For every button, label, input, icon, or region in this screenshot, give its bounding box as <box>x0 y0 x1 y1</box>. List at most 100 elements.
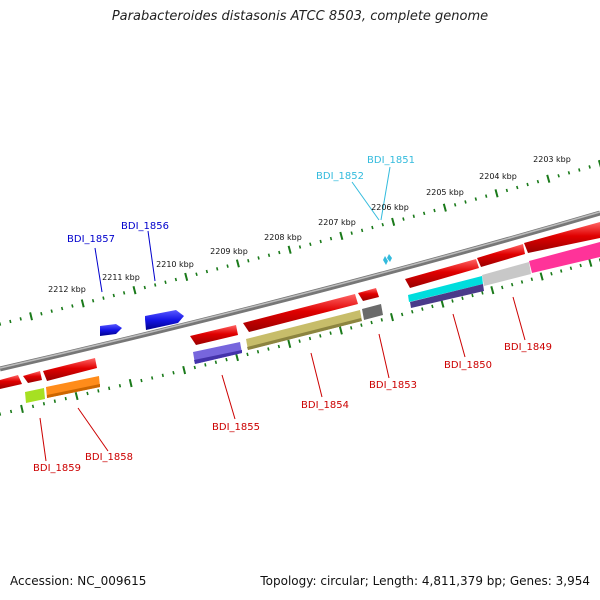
major-tick <box>80 299 85 308</box>
minor-tick <box>557 174 560 178</box>
major-tick <box>20 404 24 414</box>
gene-label-bdi-1855[interactable]: BDI_1855 <box>212 422 260 433</box>
minor-tick <box>381 222 384 227</box>
minor-tick <box>516 185 519 190</box>
major-tick <box>588 258 593 267</box>
annotation-bar-bdi-1850-purple <box>410 284 484 308</box>
minor-tick <box>216 267 219 271</box>
minor-tick <box>267 253 271 257</box>
gene-label-bdi-1854[interactable]: BDI_1854 <box>301 400 349 411</box>
minor-tick <box>360 323 363 327</box>
genome-backbone-highlight <box>0 211 600 369</box>
minor-tick <box>154 283 157 287</box>
minor-tick <box>172 371 175 375</box>
gene-red-arrow[interactable] <box>0 375 22 389</box>
gene-label-bdi-1853[interactable]: BDI_1853 <box>369 380 417 391</box>
minor-tick <box>433 208 436 213</box>
minor-tick <box>371 225 374 230</box>
minor-tick <box>9 319 12 324</box>
minor-tick <box>91 299 95 303</box>
annotation-bar-bdi-1850-cyan <box>408 276 483 302</box>
major-tick <box>494 189 499 198</box>
major-tick <box>74 391 79 401</box>
kbp-label: 2203 kbp <box>533 155 571 164</box>
annotation-bar-bdi-1859 <box>25 388 45 403</box>
major-tick <box>235 259 240 268</box>
minor-tick <box>86 391 89 396</box>
gene-red-arrow[interactable] <box>477 244 525 267</box>
gene-bdi-1852-arrow[interactable] <box>383 256 388 265</box>
minor-tick <box>161 373 164 378</box>
minor-tick <box>350 326 353 330</box>
minor-tick <box>174 277 178 282</box>
annotation-bar-bdi-1854-shade <box>247 318 362 350</box>
minor-tick <box>267 347 270 351</box>
gene-label-bdi-1851[interactable]: BDI_1851 <box>367 155 415 166</box>
minor-tick <box>402 217 405 221</box>
minor-tick <box>193 365 196 370</box>
minor-tick <box>309 242 312 247</box>
gene-red-arrow[interactable] <box>524 222 600 253</box>
gene-label-bdi-1856[interactable]: BDI_1856 <box>121 221 169 232</box>
gene-label-bdi-1850[interactable]: BDI_1850 <box>444 360 492 371</box>
major-tick <box>490 286 495 295</box>
minor-tick <box>422 211 426 216</box>
gene-red-arrow[interactable] <box>23 371 42 383</box>
minor-tick <box>195 272 198 277</box>
minor-tick <box>143 285 146 290</box>
gene-label-bdi-1858[interactable]: BDI_1858 <box>85 452 133 463</box>
gene-red-arrow[interactable] <box>358 288 379 301</box>
minor-tick <box>118 384 122 388</box>
gene-red-arrow[interactable] <box>405 259 479 288</box>
minor-tick <box>400 312 404 317</box>
minor-tick <box>64 396 67 401</box>
minor-tick <box>485 194 488 198</box>
major-tick <box>287 339 292 348</box>
major-tick <box>339 231 344 241</box>
minor-tick <box>412 214 415 218</box>
kbp-label: 2212 kbp <box>48 285 86 294</box>
minor-tick <box>31 404 35 409</box>
minor-tick <box>164 280 167 284</box>
kbp-label: 2211 kbp <box>102 273 140 282</box>
minor-tick <box>481 291 484 295</box>
minor-tick <box>151 376 154 380</box>
gene-red-arrow[interactable] <box>190 325 238 345</box>
minor-tick <box>19 317 22 321</box>
major-tick <box>128 378 133 388</box>
gene-bdi-1851-arrow[interactable] <box>387 254 392 262</box>
kbp-label: 2209 kbp <box>210 247 248 256</box>
minor-tick <box>329 236 333 241</box>
minor-tick <box>298 339 301 343</box>
gene-bdi-1857-arrow[interactable] <box>100 324 122 336</box>
gene-label-bdi-1859[interactable]: BDI_1859 <box>33 463 81 474</box>
gene-bdi-1856-arrow[interactable] <box>145 310 184 330</box>
minor-tick <box>567 171 571 175</box>
minor-tick <box>277 344 281 349</box>
gene-red-arrow[interactable] <box>43 358 97 381</box>
minor-tick <box>108 386 111 391</box>
annotation-bar-bdi-1853 <box>362 304 383 320</box>
minor-tick <box>431 304 434 309</box>
minor-tick <box>569 266 573 271</box>
kbp-label: 2207 kbp <box>318 218 356 227</box>
gene-red-arrow[interactable] <box>243 294 358 332</box>
major-tick <box>546 174 551 183</box>
gene-label-bdi-1857[interactable]: BDI_1857 <box>67 234 115 245</box>
minor-tick <box>451 299 454 303</box>
minor-tick <box>256 350 260 354</box>
minor-tick <box>560 269 563 273</box>
minor-tick <box>247 259 250 263</box>
gene-label-bdi-1852[interactable]: BDI_1852 <box>316 171 364 182</box>
gene-label-bdi-1849[interactable]: BDI_1849 <box>504 342 552 353</box>
annotation-bar-grey <box>482 262 531 286</box>
minor-tick <box>71 304 74 308</box>
minor-tick <box>278 250 281 255</box>
minor-tick <box>421 307 424 311</box>
minor-tick <box>550 271 553 276</box>
minor-tick <box>214 360 218 364</box>
minor-tick <box>246 352 249 357</box>
outer-tick-ruler <box>0 159 600 326</box>
major-tick <box>442 203 447 212</box>
major-tick <box>287 245 292 254</box>
